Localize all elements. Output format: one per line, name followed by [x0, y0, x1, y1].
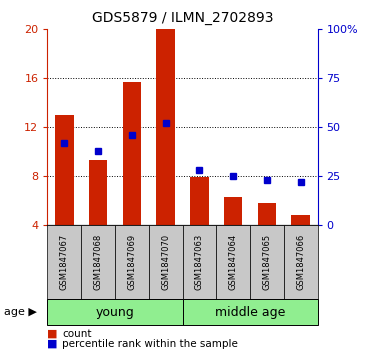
Text: GSM1847069: GSM1847069 [127, 234, 137, 290]
Text: age ▶: age ▶ [4, 307, 36, 317]
Text: GSM1847063: GSM1847063 [195, 234, 204, 290]
Bar [291, 215, 310, 225]
Bar [224, 197, 242, 225]
Bar [258, 203, 276, 225]
Text: GSM1847068: GSM1847068 [93, 234, 103, 290]
Text: GSM1847066: GSM1847066 [296, 234, 305, 290]
Text: GSM1847067: GSM1847067 [60, 234, 69, 290]
Text: ■: ■ [47, 339, 58, 349]
Text: GSM1847070: GSM1847070 [161, 234, 170, 290]
Bar [123, 82, 141, 225]
Title: GDS5879 / ILMN_2702893: GDS5879 / ILMN_2702893 [92, 11, 273, 25]
Text: middle age: middle age [215, 306, 285, 319]
Bar [89, 160, 107, 225]
Text: percentile rank within the sample: percentile rank within the sample [62, 339, 238, 349]
Text: ■: ■ [47, 329, 58, 339]
Text: GSM1847064: GSM1847064 [228, 234, 238, 290]
Text: young: young [96, 306, 134, 319]
Bar [156, 29, 175, 225]
Bar [190, 177, 209, 225]
Text: count: count [62, 329, 92, 339]
Text: GSM1847065: GSM1847065 [262, 234, 272, 290]
Bar [55, 115, 74, 225]
